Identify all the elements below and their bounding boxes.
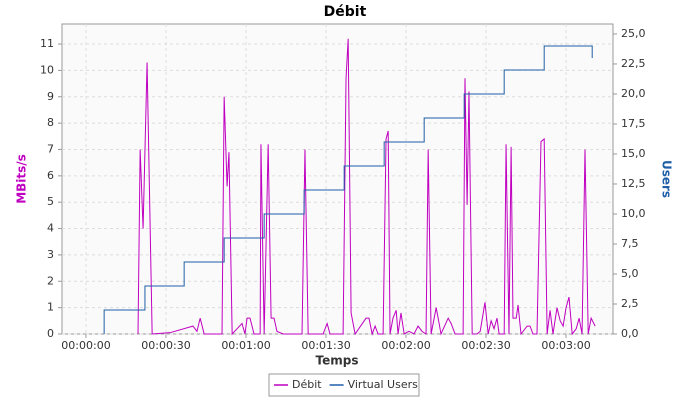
y2-tick-label: 5,0 bbox=[621, 267, 639, 280]
y2-tick-label: 17,5 bbox=[621, 117, 646, 130]
legend bbox=[268, 373, 420, 397]
y-tick-label: 1 bbox=[47, 301, 54, 314]
y-axis-label: MBits/s bbox=[15, 154, 29, 204]
x-tick-label: 00:03:00 bbox=[541, 339, 590, 352]
y-tick-label: 9 bbox=[47, 90, 54, 103]
y-tick-label: 2 bbox=[47, 274, 54, 287]
y2-tick-label: 12,5 bbox=[621, 177, 646, 190]
y2-tick-label: 22,5 bbox=[621, 57, 646, 70]
legend-label: Débit bbox=[292, 378, 322, 391]
y-tick-label: 3 bbox=[47, 248, 54, 261]
x-tick-label: 00:00:00 bbox=[61, 339, 110, 352]
y2-tick-label: 10,0 bbox=[621, 207, 646, 220]
y-tick-label: 11 bbox=[40, 37, 54, 50]
y-tick-label: 6 bbox=[47, 169, 54, 182]
x-tick-label: 00:02:00 bbox=[381, 339, 430, 352]
y2-tick-label: 0,0 bbox=[621, 327, 639, 340]
legend-label: Virtual Users bbox=[348, 378, 419, 391]
chart-title: Débit bbox=[324, 4, 367, 20]
y2-tick-label: 2,5 bbox=[621, 297, 639, 310]
y-tick-label: 7 bbox=[47, 142, 54, 155]
y2-tick-label: 7,5 bbox=[621, 237, 639, 250]
x-tick-label: 00:00:30 bbox=[141, 339, 190, 352]
y-tick-label: 10 bbox=[40, 63, 54, 76]
y2-axis-label: Users bbox=[660, 160, 674, 198]
x-tick-label: 00:02:30 bbox=[461, 339, 510, 352]
y-tick-label: 0 bbox=[47, 327, 54, 340]
y-tick-label: 8 bbox=[47, 116, 54, 129]
x-tick-label: 00:01:00 bbox=[221, 339, 270, 352]
data-line bbox=[137, 38, 596, 336]
data-line bbox=[103, 45, 593, 334]
y2-tick-label: 15,0 bbox=[621, 147, 646, 160]
y-tick-label: 5 bbox=[47, 195, 54, 208]
plot-area bbox=[61, 23, 614, 335]
y-tick-label: 4 bbox=[47, 222, 54, 235]
y2-tick-label: 20,0 bbox=[621, 87, 646, 100]
y2-tick-label: 25,0 bbox=[621, 27, 646, 40]
x-tick-label: 00:01:30 bbox=[301, 339, 350, 352]
x-axis-label: Temps bbox=[316, 354, 359, 368]
